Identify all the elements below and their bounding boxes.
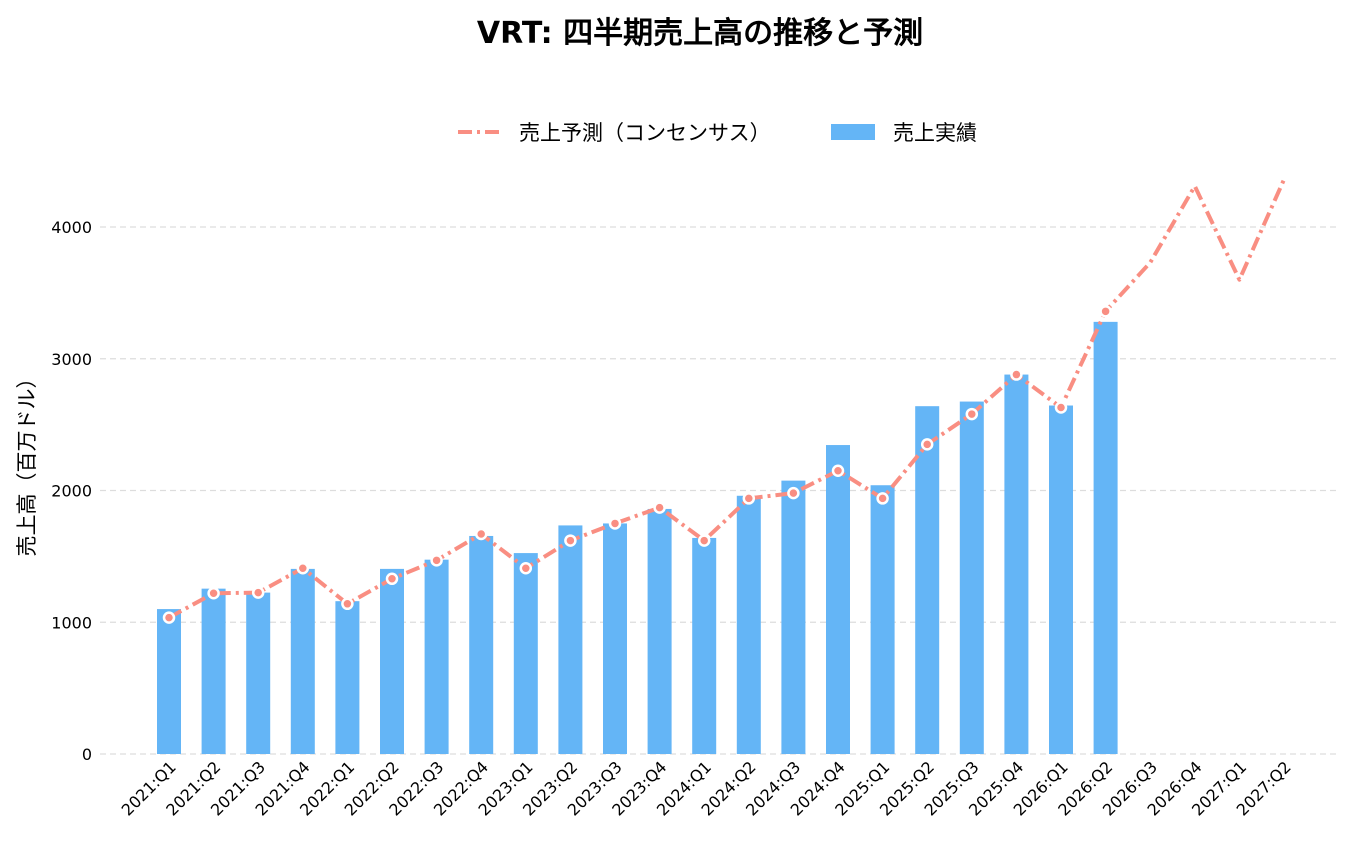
- bars-actual: [157, 321, 1118, 754]
- y-tick-label: 3000: [51, 350, 92, 369]
- forecast-point-2022:Q3: [430, 554, 443, 567]
- y-axis-label: 売上高（百万ドル）: [15, 368, 39, 557]
- gridlines: [100, 226, 1340, 755]
- y-tick-label: 4000: [51, 218, 92, 237]
- y-axis-ticks: 0 1000 2000 3000 4000: [51, 218, 92, 764]
- forecast-point-2024:Q2: [742, 492, 756, 505]
- forecast-point-2024:Q1: [697, 534, 711, 547]
- bar-2026:Q1: [1049, 405, 1073, 754]
- bar-2022:Q1: [335, 601, 360, 754]
- forecast-point-2021:Q4: [296, 561, 310, 575]
- forecast-point-2025:Q1: [876, 492, 889, 505]
- forecast-point-2023:Q4: [653, 501, 666, 514]
- forecast-point-2025:Q4: [1010, 368, 1023, 381]
- legend-actual-swatch: [831, 124, 875, 140]
- bar-2022:Q4: [469, 535, 494, 754]
- forecast-point-2022:Q4: [474, 527, 488, 541]
- forecast-point-2022:Q2: [385, 572, 399, 586]
- bar-2021:Q2: [201, 588, 226, 754]
- legend-forecast-label: 売上予測（コンセンサス）: [519, 121, 771, 145]
- bar-2023:Q4: [647, 508, 672, 754]
- chart-title: VRT: 四半期売上高の推移と予測: [477, 16, 923, 51]
- bar-2022:Q3: [424, 559, 449, 754]
- bar-2023:Q2: [558, 525, 583, 754]
- bar-2025:Q4: [1004, 374, 1029, 754]
- bar-2025:Q1: [870, 485, 895, 754]
- bar-2026:Q2: [1093, 321, 1118, 754]
- bar-2025:Q3: [959, 401, 984, 754]
- legend: 売上予測（コンセンサス） 売上実績: [458, 121, 977, 145]
- forecast-point-2024:Q4: [831, 464, 845, 477]
- bar-2021:Q4: [290, 568, 315, 754]
- forecast-point-2021:Q2: [207, 587, 220, 600]
- forecast-point-2023:Q3: [608, 517, 622, 530]
- forecast-points: [162, 305, 1112, 624]
- x-axis-ticks: 2021:Q12021:Q22021:Q32021:Q42022:Q12022:…: [118, 757, 1295, 819]
- bar-2024:Q1: [692, 537, 717, 754]
- bar-2021:Q3: [246, 592, 271, 754]
- y-tick-label: 1000: [51, 613, 92, 632]
- forecast-point-2024:Q3: [787, 486, 800, 500]
- forecast-point-2021:Q1: [162, 611, 176, 624]
- bar-2024:Q2: [736, 495, 761, 754]
- y-tick-label: 0: [82, 745, 92, 764]
- bar-2024:Q3: [781, 480, 806, 754]
- bar-2024:Q4: [826, 445, 850, 754]
- forecast-point-2026:Q2: [1099, 305, 1112, 318]
- bar-2023:Q3: [603, 523, 627, 754]
- forecast-point-2023:Q2: [564, 534, 577, 547]
- bar-2023:Q1: [513, 553, 538, 754]
- forecast-point-2023:Q1: [519, 561, 533, 575]
- forecast-point-2021:Q3: [251, 586, 265, 599]
- forecast-point-2025:Q3: [965, 407, 979, 421]
- forecast-point-2026:Q1: [1054, 401, 1068, 414]
- bar-2022:Q2: [380, 568, 404, 754]
- bar-2021:Q1: [157, 609, 181, 754]
- y-tick-label: 2000: [51, 482, 92, 501]
- legend-actual-label: 売上実績: [893, 121, 977, 145]
- forecast-point-2025:Q2: [920, 438, 934, 451]
- bar-2025:Q2: [915, 406, 940, 754]
- forecast-point-2022:Q1: [341, 597, 354, 611]
